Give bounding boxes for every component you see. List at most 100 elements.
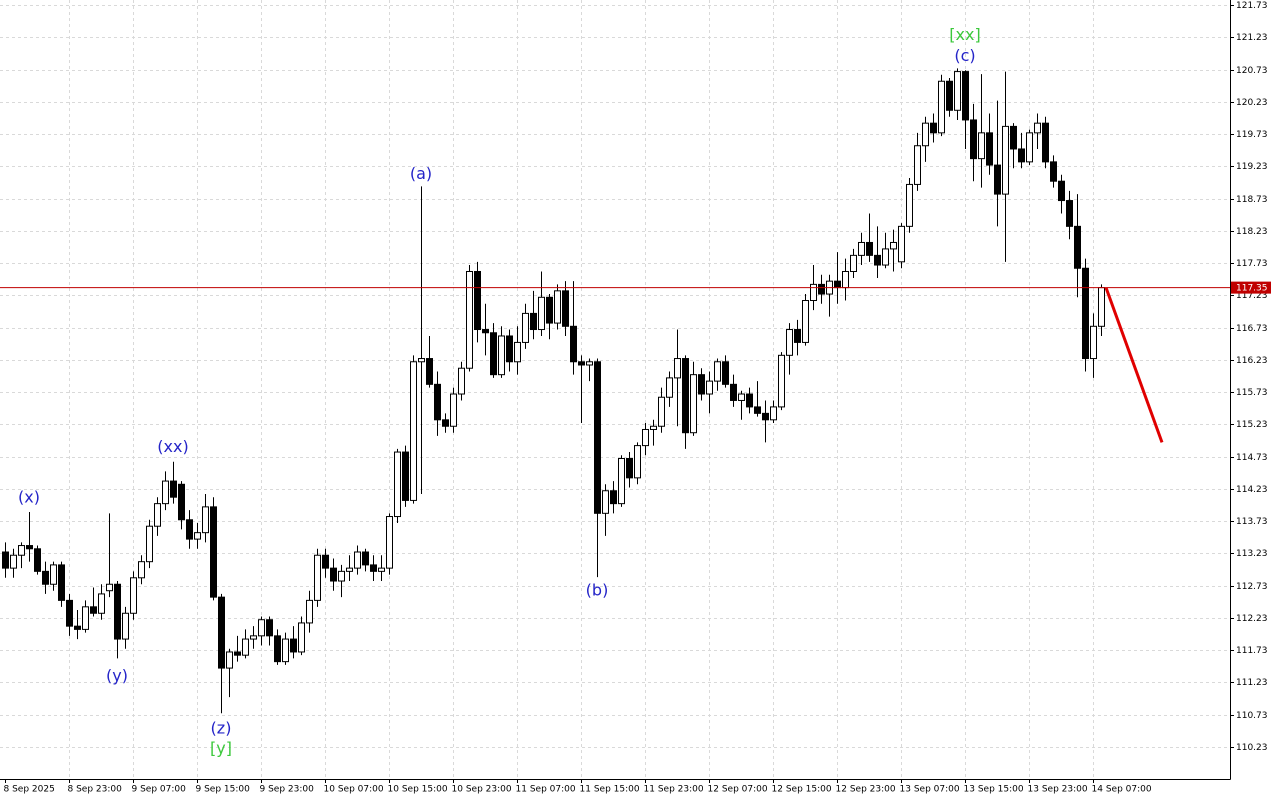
y-tick-label: 111.23: [1236, 678, 1268, 688]
x-tick-label: 12 Sep 07:00: [708, 785, 768, 795]
candle-body: [114, 583, 121, 640]
candle-body: [586, 361, 593, 366]
candle-body: [538, 296, 545, 331]
candle-body: [42, 570, 49, 585]
x-tick-label: 9 Sep 15:00: [196, 785, 251, 795]
candle-body: [2, 551, 9, 569]
x-tick-label: 12 Sep 15:00: [772, 785, 832, 795]
x-tick-label: 13 Sep 23:00: [1028, 785, 1088, 795]
y-tick-label: 116.73: [1236, 324, 1268, 334]
candle-body: [1082, 267, 1089, 360]
candle-body: [602, 490, 609, 514]
candle-body: [642, 428, 649, 447]
y-tick-label: 111.73: [1236, 646, 1268, 656]
y-tick-label: 114.73: [1236, 453, 1268, 463]
candle-body: [506, 335, 513, 363]
y-tick-label: 121.23: [1236, 33, 1268, 43]
candle-body: [522, 312, 529, 343]
candle-body: [306, 599, 313, 624]
candle-body: [202, 506, 209, 534]
y-tick-label: 121.73: [1236, 1, 1268, 11]
candle-body: [74, 625, 81, 630]
candle-body: [810, 283, 817, 302]
candle-body: [1026, 132, 1033, 163]
candle-body: [458, 367, 465, 395]
candle-body: [442, 419, 449, 427]
candle-body: [50, 564, 57, 585]
y-tick-label: 120.73: [1236, 66, 1268, 76]
candle-body: [402, 451, 409, 501]
candle-body: [562, 290, 569, 327]
candle-body: [170, 480, 177, 498]
candle-body: [274, 635, 281, 663]
y-tick-label: 113.73: [1236, 517, 1268, 527]
candle-body: [178, 483, 185, 521]
x-tick-label: 13 Sep 15:00: [964, 785, 1024, 795]
candle-body: [1018, 148, 1025, 163]
candle-body: [786, 329, 793, 356]
candle-body: [426, 358, 433, 385]
y-tick-label: 110.23: [1236, 743, 1268, 753]
candle-body: [322, 554, 329, 569]
candle-body: [226, 651, 233, 669]
candle-body: [906, 183, 913, 227]
candle-body: [154, 503, 161, 527]
wave-label: [y]: [210, 739, 232, 758]
x-tick-label: 11 Sep 07:00: [516, 785, 576, 795]
candle-body: [938, 80, 945, 134]
candle-body: [330, 567, 337, 582]
candle-body: [58, 564, 65, 601]
candle-body: [18, 545, 25, 556]
candle-body: [26, 545, 33, 550]
candle-body: [34, 548, 41, 572]
candle-body: [682, 358, 689, 434]
candle-body: [250, 635, 257, 640]
candle-body: [698, 374, 705, 395]
candle-body: [626, 458, 633, 479]
candle-body: [722, 361, 729, 385]
y-tick-label: 119.23: [1236, 162, 1268, 172]
candle-body: [466, 270, 473, 369]
candle-body: [410, 361, 417, 501]
candle-body: [778, 354, 785, 408]
candle-body: [1090, 325, 1097, 360]
candle-body: [1002, 125, 1009, 195]
candle-body: [514, 341, 521, 363]
candle-body: [1050, 161, 1057, 182]
candle-body: [850, 254, 857, 272]
candle-body: [498, 335, 505, 376]
candle-body: [1042, 122, 1049, 163]
candle-body: [770, 406, 777, 421]
candle-body: [650, 425, 657, 430]
candle-body: [986, 132, 993, 166]
y-tick-label: 114.23: [1236, 485, 1268, 495]
candle-body: [338, 570, 345, 582]
candle-body: [1098, 287, 1105, 327]
candle-body: [546, 296, 553, 324]
candle-body: [354, 551, 361, 569]
candle-body: [290, 638, 297, 653]
y-tick-label: 112.73: [1236, 582, 1268, 592]
candle-body: [594, 361, 601, 514]
candle-body: [130, 577, 137, 614]
x-tick-label: 8 Sep 2025: [4, 785, 55, 795]
candle-body: [234, 651, 241, 656]
candle-body: [138, 561, 145, 579]
candle-body: [194, 532, 201, 540]
y-tick-label: 110.73: [1236, 711, 1268, 721]
x-tick-label: 10 Sep 07:00: [324, 785, 384, 795]
candle-body: [1058, 180, 1065, 202]
candle-body: [834, 280, 841, 289]
candle-body: [242, 638, 249, 656]
candle-body: [578, 361, 585, 366]
candle-body: [962, 71, 969, 121]
candle-body: [706, 380, 713, 395]
candle-body: [978, 132, 985, 160]
wave-label: (c): [954, 46, 975, 65]
x-tick-label: 12 Sep 23:00: [836, 785, 896, 795]
x-tick-label: 9 Sep 07:00: [132, 785, 187, 795]
candle-body: [378, 567, 385, 572]
candle-body: [258, 619, 265, 637]
candle-body: [658, 396, 665, 427]
